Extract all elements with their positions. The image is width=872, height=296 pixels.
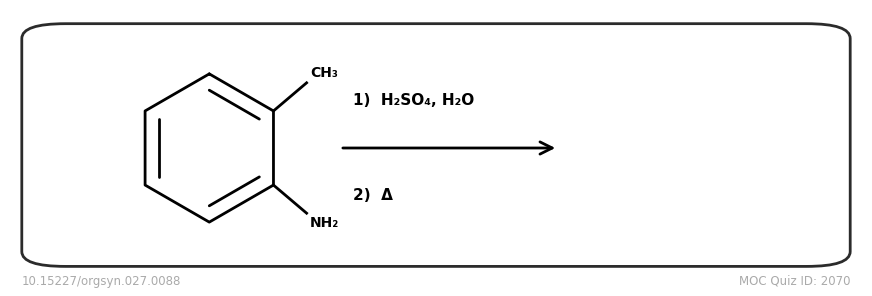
Text: NH₂: NH₂	[310, 216, 339, 230]
Text: CH₃: CH₃	[310, 66, 338, 80]
FancyBboxPatch shape	[22, 24, 850, 266]
Text: MOC Quiz ID: 2070: MOC Quiz ID: 2070	[739, 275, 850, 288]
Text: 10.15227/orgsyn.027.0088: 10.15227/orgsyn.027.0088	[22, 275, 181, 288]
Text: 1)  H₂SO₄, H₂O: 1) H₂SO₄, H₂O	[353, 93, 474, 108]
Text: 2)  Δ: 2) Δ	[353, 188, 393, 203]
